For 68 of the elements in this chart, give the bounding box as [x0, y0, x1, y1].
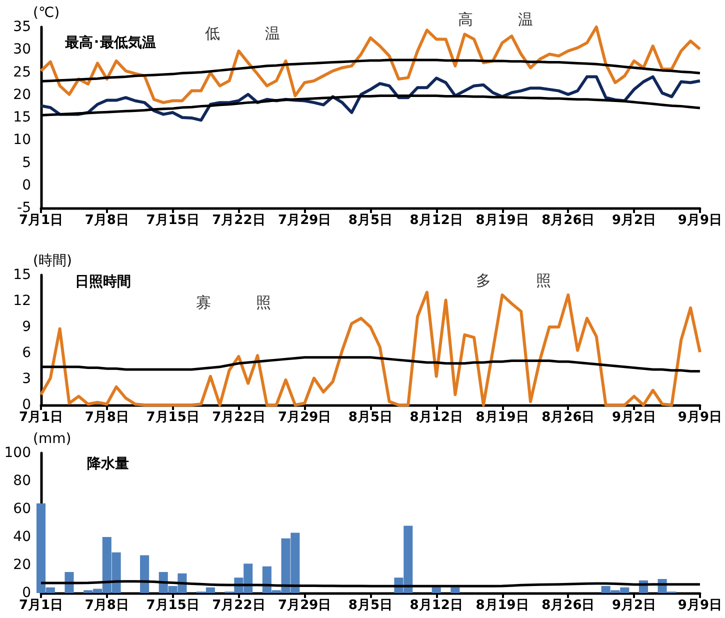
annotation: 低 温 — [205, 24, 280, 42]
chart-title: 降水量 — [87, 456, 129, 472]
x-tick-label: 7月22日 — [212, 213, 266, 228]
y-axis-title: (時間) — [33, 253, 72, 270]
x-tick-label: 8月19日 — [476, 410, 529, 425]
y-tick-label: -5 — [17, 200, 31, 216]
annotation: 寡 照 — [196, 294, 271, 312]
y-tick-label: 20 — [13, 86, 31, 103]
x-tick-label: 7月15日 — [146, 598, 200, 613]
x-tick-label: 9月9日 — [678, 410, 722, 425]
x-tick-label: 7月1日 — [18, 213, 64, 228]
text: 最高･最低気温 — [64, 34, 156, 51]
y-tick-label: 40 — [13, 529, 31, 545]
bar — [140, 555, 150, 593]
x-tick-label: 7月29日 — [278, 213, 332, 228]
x-tick-label: 8月26日 — [542, 410, 595, 425]
x-tick-label: 9月2日 — [612, 410, 656, 425]
x-tick-label: 7月29日 — [278, 410, 332, 425]
x-tick-label: 7月8日 — [84, 213, 129, 228]
x-tick-label: 7月15日 — [146, 410, 200, 425]
y-tick-label: 0 — [22, 397, 31, 413]
x-tick-label: 9月2日 — [612, 213, 656, 228]
y-tick-label: 20 — [13, 557, 31, 573]
x-tick-label: 7月1日 — [18, 598, 64, 613]
x-tick-label: 7月29日 — [278, 598, 332, 613]
y-tick-label: 0 — [22, 177, 31, 194]
x-tick-label: 8月5日 — [348, 410, 393, 425]
x-tick-label: 7月8日 — [84, 410, 129, 425]
y-tick-label: 10 — [13, 132, 31, 148]
y-tick-label: 60 — [13, 501, 31, 517]
y-tick-label: 35 — [13, 19, 31, 35]
y-axis-title: (℃) — [33, 5, 60, 22]
y-tick-label: 25 — [13, 64, 31, 80]
x-tick-label: 7月8日 — [84, 598, 129, 613]
bar — [432, 587, 441, 593]
x-tick-label: 9月9日 — [678, 598, 722, 613]
y-axis-title: (mm) — [33, 431, 72, 448]
x-tick-label: 9月9日 — [678, 213, 722, 228]
x-tick-label: 8月26日 — [542, 598, 595, 613]
x-tick-label: 8月5日 — [348, 598, 393, 613]
x-tick-label: 7月1日 — [18, 410, 64, 425]
bar — [450, 587, 460, 593]
x-tick-label: 7月22日 — [212, 410, 266, 425]
y-tick-label: 100 — [4, 445, 31, 461]
y-tick-label: 3 — [22, 371, 31, 387]
chart-title: 日照時間 — [75, 274, 131, 290]
x-tick-label: 8月26日 — [542, 213, 595, 228]
annotation: 高 温 — [458, 10, 533, 28]
y-tick-label: 15 — [13, 267, 31, 283]
y-tick-label: 12 — [13, 293, 31, 309]
x-tick-label: 7月15日 — [146, 213, 200, 228]
y-tick-label: 80 — [13, 473, 31, 489]
x-tick-label: 8月5日 — [348, 213, 393, 228]
x-tick-label: 8月19日 — [476, 213, 529, 228]
line-series — [40, 26, 702, 104]
y-tick-label: 15 — [13, 110, 31, 126]
x-tick-label: 7月22日 — [212, 598, 266, 613]
y-tick-label: 9 — [22, 319, 31, 335]
y-tick-label: 30 — [13, 42, 31, 58]
y-tick-label: 0 — [22, 585, 31, 601]
x-tick-label: 8月19日 — [476, 598, 529, 613]
x-tick-label: 8月12日 — [410, 598, 463, 613]
x-tick-label: 9月2日 — [612, 598, 656, 613]
x-tick-label: 8月12日 — [410, 410, 463, 425]
y-tick-label: 5 — [22, 154, 31, 171]
x-tick-label: 8月12日 — [410, 213, 463, 228]
y-tick-label: 6 — [22, 345, 32, 361]
annotation: 多 照 — [476, 272, 551, 290]
